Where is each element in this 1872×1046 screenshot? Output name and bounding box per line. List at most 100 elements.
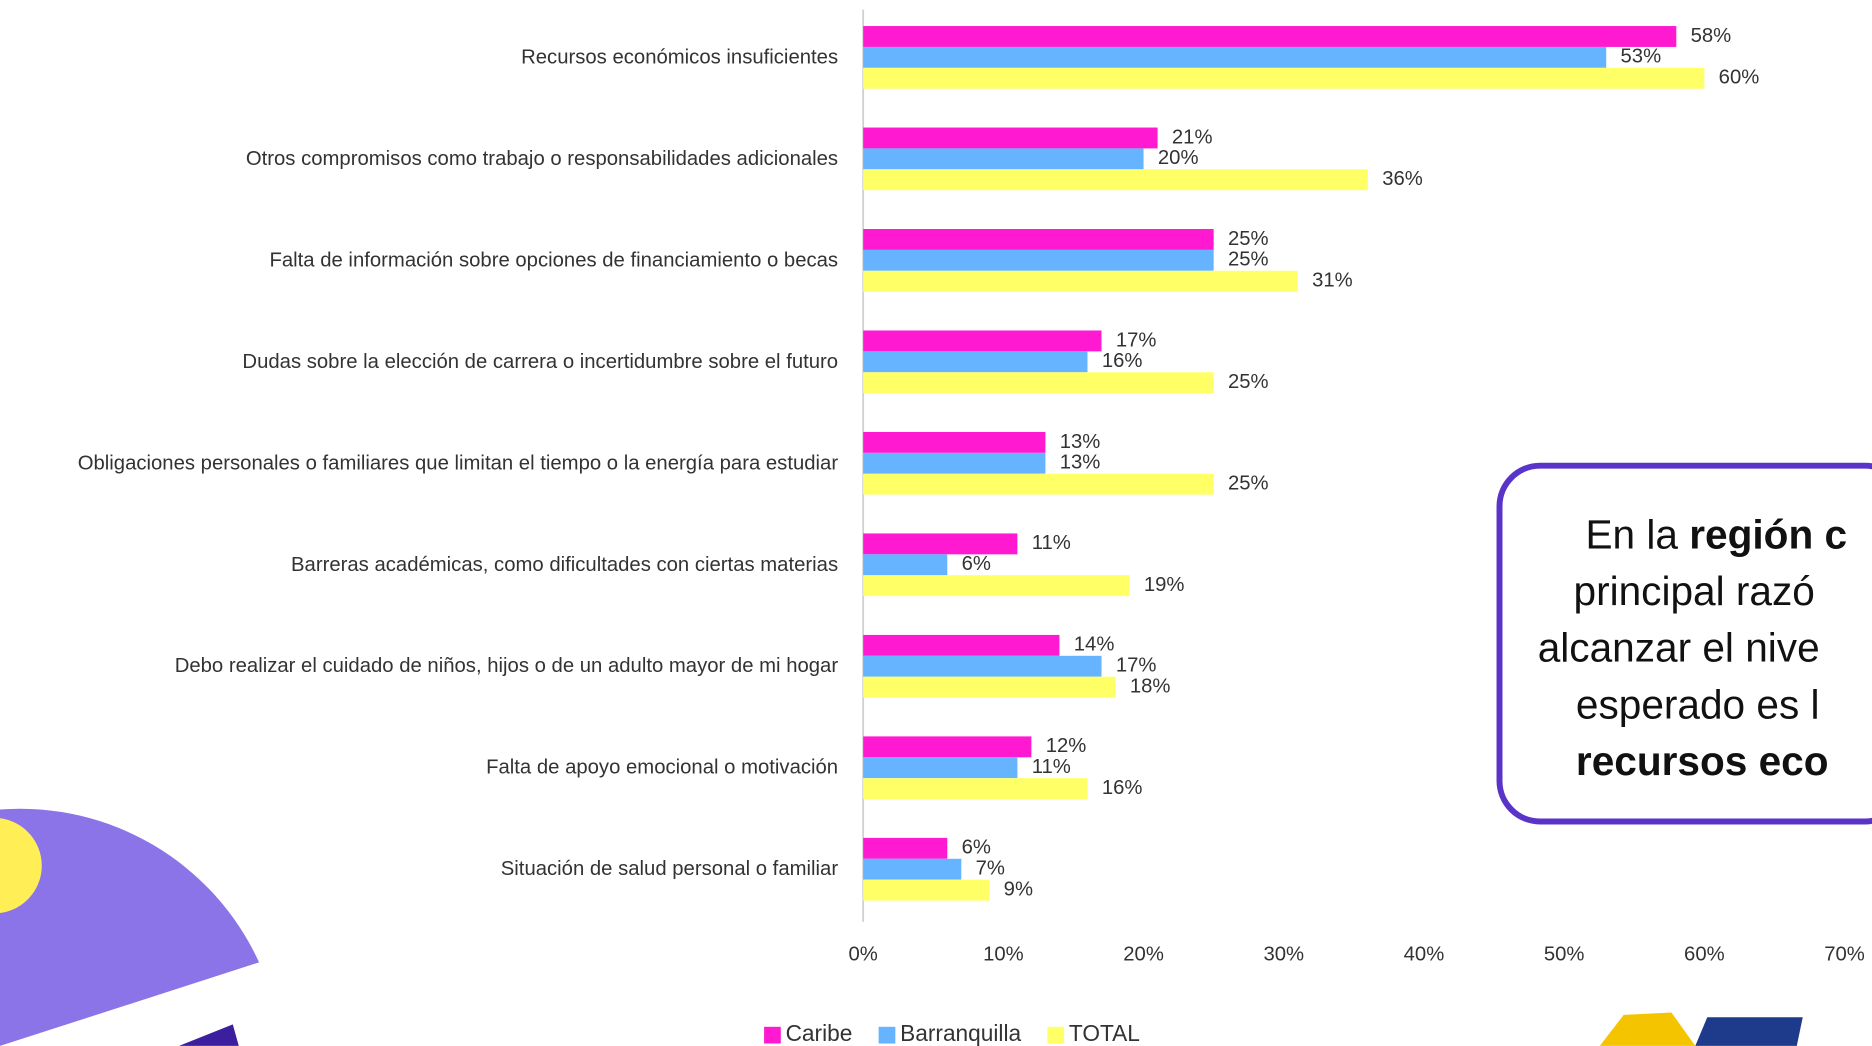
category-label: Falta de información sobre opciones de f…	[2, 225, 838, 297]
value-label: 21%	[1172, 126, 1213, 148]
value-label: 25%	[1228, 473, 1269, 495]
category-text: Falta de información sobre opciones de f…	[269, 248, 839, 272]
category-label: Otros compromisos como trabajo o respons…	[2, 123, 838, 195]
bar	[863, 330, 1102, 352]
category-label: Falta de apoyo emocional o motivación	[2, 732, 838, 804]
legend-label: Barranquilla	[900, 1020, 1021, 1046]
bar	[863, 127, 1158, 149]
value-label: 16%	[1102, 350, 1143, 372]
bar	[863, 634, 1060, 656]
category-text: Barreras académicas, como dificultades c…	[291, 552, 839, 576]
bar	[863, 533, 1018, 555]
bar	[863, 372, 1214, 394]
value-label: 11%	[1032, 532, 1071, 554]
decoration	[0, 808, 260, 1046]
logo	[1599, 1012, 1696, 1046]
callout-text: esperado es l	[1576, 681, 1820, 727]
callout-text: alcanzar el nive	[1538, 624, 1820, 670]
value-label: 6%	[962, 553, 991, 575]
value-label: 19%	[1144, 574, 1185, 596]
value-label: 11%	[1032, 756, 1071, 778]
callout-segment: alcanzar el nive	[1538, 624, 1820, 670]
value-label: 58%	[1691, 25, 1732, 47]
category-text: Situación de salud personal o familiar	[500, 857, 839, 880]
bar	[863, 169, 1368, 191]
value-label: 20%	[1158, 147, 1199, 169]
callout-segment: esperado es l	[1576, 681, 1820, 727]
value-label: 25%	[1228, 371, 1269, 393]
category-label: Otros compromisos como trabajo o respons…	[2, 123, 838, 195]
decoration	[179, 1024, 239, 1046]
value-label: 25%	[1228, 249, 1269, 271]
value-label: 18%	[1130, 676, 1171, 698]
category-label: Recursos económicos insuficientes	[2, 22, 838, 94]
value-label: 17%	[1116, 655, 1157, 677]
category-text: Recursos económicos insuficientes	[521, 45, 839, 69]
bar	[863, 757, 1018, 779]
legend-swatch	[1047, 1026, 1065, 1044]
category-text: Otros compromisos como trabajo o respons…	[245, 146, 839, 170]
bar	[863, 452, 1046, 474]
category-label: Obligaciones personales o familiares que…	[2, 427, 838, 499]
callout-text: recursos eco	[1576, 738, 1829, 784]
category-label: Debo realizar el cuidado de niños, hijos…	[2, 630, 838, 702]
category-label: Situación de salud personal o familiar	[2, 833, 838, 905]
value-label: 17%	[1116, 329, 1157, 351]
category-label: Situación de salud personal o familiar	[2, 833, 838, 905]
decoration	[0, 818, 42, 914]
bar	[863, 736, 1032, 758]
bar	[863, 46, 1607, 68]
bar	[863, 837, 948, 859]
value-label: 7%	[976, 858, 1005, 880]
x-tick-label: 0%	[849, 944, 878, 966]
category-text: Falta de apoyo emocional o motivación	[486, 755, 839, 779]
callout-segment: región c	[1689, 511, 1847, 557]
category-label: Barreras académicas, como dificultades c…	[2, 529, 838, 601]
x-tick-label: 60%	[1684, 944, 1725, 966]
value-label: 36%	[1382, 168, 1423, 190]
bar	[863, 676, 1116, 698]
value-label: 6%	[962, 837, 991, 859]
bar	[863, 229, 1214, 250]
value-label: 12%	[1046, 735, 1087, 757]
bar	[863, 778, 1088, 800]
bar	[863, 67, 1705, 89]
callout-segment: recursos eco	[1576, 738, 1829, 784]
category-text: Obligaciones personales o familiares que…	[77, 451, 839, 475]
bar	[863, 431, 1046, 453]
bar	[863, 655, 1102, 677]
callout-segment: principal razó	[1574, 568, 1815, 614]
x-tick-label: 70%	[1824, 944, 1865, 966]
bar	[863, 858, 962, 880]
callout-text: En la región c	[1585, 511, 1847, 557]
value-label: 60%	[1719, 67, 1760, 89]
category-label: Dudas sobre la elección de carrera o inc…	[2, 326, 838, 398]
x-tick-label: 20%	[1123, 944, 1164, 966]
bar	[863, 575, 1130, 597]
category-label: Falta de información sobre opciones de f…	[2, 225, 838, 297]
category-text: Debo realizar el cuidado de niños, hijos…	[174, 654, 839, 678]
bar	[863, 249, 1214, 271]
bar	[863, 351, 1088, 373]
category-label: Dudas sobre la elección de carrera o inc…	[2, 326, 838, 398]
category-text: Dudas sobre la elección de carrera o inc…	[242, 349, 839, 373]
x-tick-label: 40%	[1404, 944, 1445, 966]
value-label: 25%	[1228, 228, 1269, 250]
callout-text: principal razó	[1574, 568, 1815, 614]
category-label: Debo realizar el cuidado de niños, hijos…	[2, 630, 838, 702]
x-tick-label: 50%	[1544, 944, 1585, 966]
value-label: 53%	[1621, 46, 1662, 68]
logo	[1695, 1017, 1803, 1046]
bar	[863, 554, 948, 576]
bar	[863, 879, 990, 901]
bar	[863, 473, 1214, 495]
x-tick-label: 30%	[1263, 944, 1304, 966]
legend-label: TOTAL	[1069, 1020, 1140, 1046]
value-label: 13%	[1060, 452, 1101, 474]
value-label: 14%	[1074, 634, 1115, 656]
callout-box	[1496, 462, 1872, 825]
value-label: 31%	[1312, 270, 1353, 292]
callout-segment: En la	[1585, 511, 1689, 557]
